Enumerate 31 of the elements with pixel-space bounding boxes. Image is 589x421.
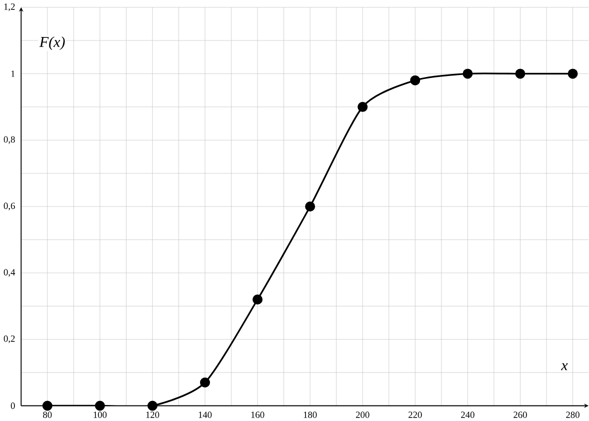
x-tick-label: 140 [198,411,212,418]
x-tick-label: 240 [461,411,474,418]
x-tick-label: 280 [566,411,580,418]
point [252,294,263,304]
point [515,68,526,78]
x-tick-label: 100 [94,411,107,418]
x-tick-label: 260 [514,411,527,418]
y-tick-label: 0 [10,402,15,409]
point [462,68,473,78]
point [200,377,210,388]
y-tick-label: 1 [11,70,15,77]
y-tick-label: 0,4 [4,268,16,277]
point [42,400,52,411]
y-tick-label: 0,8 [4,136,15,144]
x-axis-title: x [560,363,568,370]
y-axis-title: F(x) [39,36,65,50]
x-tick-label: 180 [304,411,317,418]
point [305,201,316,212]
x-tick-label: 120 [146,411,160,418]
y-tick-label: 0,6 [4,202,15,210]
y-tick-label: 0,2 [4,335,15,343]
x-tick-label: 220 [408,411,422,418]
x-tick-label: 200 [356,411,370,418]
point [410,75,420,86]
point [568,68,578,78]
point [94,400,105,411]
x-tick-label: 80 [43,411,52,418]
x-tick-label: 160 [251,411,264,418]
y-tick-label: 1,2 [4,3,15,11]
point [358,102,368,112]
point [147,400,158,411]
